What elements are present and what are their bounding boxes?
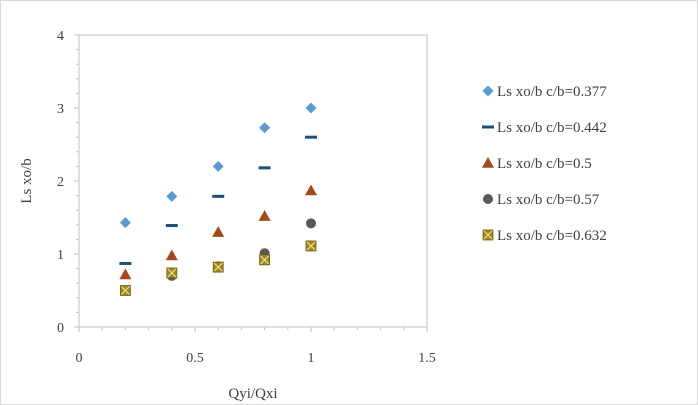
legend-label: Ls xo/b c/b=0.377 — [497, 84, 607, 100]
x-tick-label: 1.5 — [418, 351, 436, 366]
data-point — [166, 267, 178, 279]
data-point — [259, 254, 271, 266]
legend-label: Ls xo/b c/b=0.5 — [497, 156, 592, 172]
legend-label: Ls xo/b c/b=0.442 — [497, 120, 607, 136]
legend-marker — [482, 229, 494, 241]
data-point — [212, 160, 224, 172]
data-point — [119, 268, 132, 280]
data-point — [259, 122, 271, 134]
legend-item: Ls xo/b c/b=0.632 — [482, 228, 607, 244]
y-tick-label: 1 — [57, 248, 64, 263]
data-point — [305, 102, 317, 114]
legend-label: Ls xo/b c/b=0.57 — [497, 192, 600, 208]
series-layer — [119, 102, 317, 296]
data-point — [165, 249, 178, 261]
data-point — [119, 261, 132, 265]
y-axis-title: Ls xo/b — [19, 158, 35, 203]
x-axis-title: Qyi/Qxi — [228, 386, 277, 402]
series-3 — [119, 184, 317, 280]
plot-area — [78, 34, 428, 328]
legend-item: Ls xo/b c/b=0.377 — [482, 84, 607, 100]
data-point — [305, 184, 317, 196]
data-point — [212, 261, 224, 273]
series-1 — [119, 102, 317, 229]
data-point — [258, 210, 271, 221]
series-5 — [120, 240, 317, 296]
data-point — [258, 166, 271, 170]
legend-item: Ls xo/b c/b=0.442 — [482, 120, 607, 136]
data-point — [119, 217, 131, 229]
legend-item: Ls xo/b c/b=0.5 — [482, 156, 592, 172]
x-tick-marks — [78, 327, 428, 332]
x-tick-label: 0.5 — [186, 351, 204, 366]
data-point — [306, 218, 316, 229]
data-point — [305, 135, 317, 139]
legend-marker — [482, 125, 494, 129]
data-point — [212, 226, 225, 237]
legend-marker — [482, 157, 494, 168]
legend-marker — [483, 194, 493, 204]
data-point — [305, 240, 317, 252]
legend-item: Ls xo/b c/b=0.57 — [483, 192, 600, 208]
data-point — [120, 285, 131, 296]
y-tick-marks — [74, 34, 79, 328]
y-tick-label: 3 — [57, 102, 64, 117]
data-point — [166, 190, 178, 202]
data-point — [165, 224, 178, 228]
data-point — [212, 194, 225, 198]
x-tick-label: 1 — [308, 351, 315, 366]
y-tick-label: 0 — [57, 321, 64, 336]
legend-marker — [482, 85, 494, 97]
series-2 — [119, 135, 317, 265]
y-tick-label: 4 — [57, 29, 64, 44]
x-tick-labels: 0 0.5 1 1.5 — [76, 351, 436, 366]
y-tick-label: 2 — [57, 175, 64, 190]
y-tick-labels: 0 1 2 3 4 — [57, 29, 64, 336]
x-tick-label: 0 — [76, 351, 83, 366]
legend: Ls xo/b c/b=0.377 Ls xo/b c/b=0.442 Ls xo/… — [482, 84, 607, 244]
legend-label: Ls xo/b c/b=0.632 — [497, 228, 607, 244]
